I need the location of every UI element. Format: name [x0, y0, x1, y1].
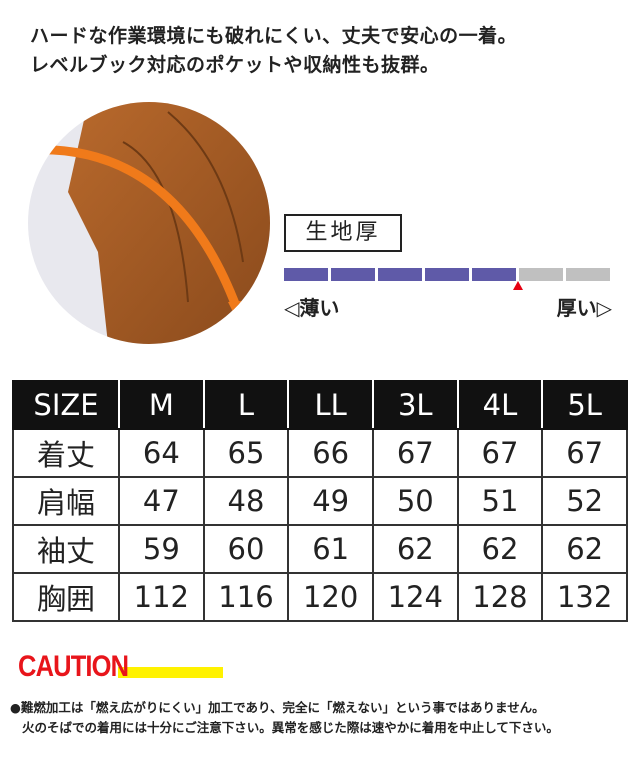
table-cell: 120	[287, 572, 374, 622]
headline: ハードな作業環境にも破れにくい、丈夫で安心の一着。 レベルブック対応のポケットや…	[30, 22, 517, 80]
table-cell: 59	[118, 524, 205, 574]
column-header: 3L	[371, 380, 459, 430]
table-cell: 124	[371, 572, 459, 622]
table-cell: 67	[541, 428, 628, 478]
gauge-segment	[472, 268, 516, 281]
table-cell: 52	[541, 476, 628, 526]
column-header: M	[118, 380, 205, 430]
gauge-segment	[566, 268, 610, 281]
thin-label: ◁薄い	[284, 296, 340, 320]
table-cell: 67	[456, 428, 544, 478]
table-cell: 48	[202, 476, 290, 526]
row-label: 肩幅	[12, 476, 120, 526]
table-cell: 132	[541, 572, 628, 622]
table-cell: 62	[456, 524, 544, 574]
gauge-segment	[331, 268, 375, 281]
table-cell: 67	[371, 428, 459, 478]
caution-underline	[118, 667, 223, 678]
gauge-segment	[425, 268, 469, 281]
product-photo	[28, 102, 270, 344]
column-header: L	[202, 380, 290, 430]
table-cell: 62	[371, 524, 459, 574]
table-cell: 50	[371, 476, 459, 526]
row-label: 袖丈	[12, 524, 120, 574]
row-label: 胸囲	[12, 572, 120, 622]
table-row: 袖丈 59 60 61 62 62 62	[12, 524, 628, 574]
headline-line1: ハードな作業環境にも破れにくい、丈夫で安心の一着。	[30, 25, 518, 47]
table-row: 胸囲 112 116 120 124 128 132	[12, 572, 628, 622]
table-header-row: SIZE M L LL 3L 4L 5L	[12, 380, 628, 430]
caution-line1: ●難燃加工は「燃え広がりにくい」加工であり、完全に「燃えない」という事ではありま…	[10, 700, 545, 715]
fabric-thickness-gauge	[284, 268, 610, 281]
table-row: 着丈 64 65 66 67 67 67	[12, 428, 628, 478]
column-header: 4L	[456, 380, 544, 430]
size-table: SIZE M L LL 3L 4L 5L 着丈 64 65 66 67 67 67 肩幅 47 48 49 50 5…	[12, 380, 628, 622]
table-cell: 64	[118, 428, 205, 478]
column-header: SIZE	[12, 380, 120, 430]
gauge-segment	[284, 268, 328, 281]
table-cell: 116	[202, 572, 290, 622]
column-header: LL	[287, 380, 374, 430]
headline-line2: レベルブック対応のポケットや収納性も抜群。	[30, 54, 440, 76]
table-cell: 128	[456, 572, 544, 622]
row-label: 着丈	[12, 428, 120, 478]
column-header: 5L	[541, 380, 628, 430]
table-cell: 47	[118, 476, 205, 526]
table-cell: 51	[456, 476, 544, 526]
fabric-thickness-label: 生地厚	[284, 214, 402, 252]
table-cell: 112	[118, 572, 205, 622]
gauge-segment	[378, 268, 422, 281]
thickness-marker	[513, 281, 523, 290]
caution-note: ●難燃加工は「燃え広がりにくい」加工であり、完全に「燃えない」という事ではありま…	[10, 698, 559, 738]
table-cell: 62	[541, 524, 628, 574]
table-cell: 65	[202, 428, 290, 478]
table-cell: 66	[287, 428, 374, 478]
table-row: 肩幅 47 48 49 50 51 52	[12, 476, 628, 526]
caution-line2: 火のそばでの着用には十分にご注意下さい。異常を感じた際は速やかに着用を中止して下…	[22, 720, 559, 735]
table-cell: 61	[287, 524, 374, 574]
table-cell: 60	[202, 524, 290, 574]
thick-label: 厚い▷	[556, 296, 612, 320]
table-cell: 49	[287, 476, 374, 526]
stretch-arrow-icon	[28, 145, 245, 319]
gauge-segment	[519, 268, 563, 281]
caution-title: CAUTION	[18, 650, 129, 683]
